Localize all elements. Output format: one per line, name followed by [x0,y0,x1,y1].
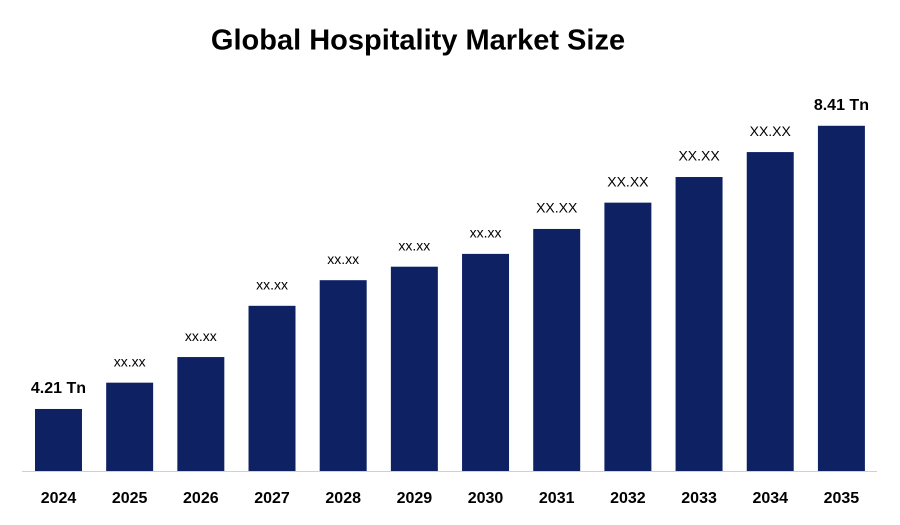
x-tick-label: 2031 [539,490,575,507]
value-label: xx.xx [185,328,217,344]
value-label: xx.xx [114,353,146,369]
bar [533,228,581,471]
bar [817,125,865,472]
bar [106,382,154,471]
bar [34,408,82,471]
bar [675,177,723,471]
x-tick-label: 2024 [41,490,77,507]
chart-title: Global Hospitality Market Size [211,25,625,57]
x-tick-label: 2035 [824,490,860,507]
bar [604,202,652,471]
value-label: XX.XX [750,123,792,139]
value-label: XX.XX [536,200,578,216]
bar [462,253,510,471]
value-label: 8.41 Tn [814,97,869,114]
x-tick-label: 2027 [254,490,290,507]
value-label: xx.xx [398,237,430,253]
x-tick-label: 2028 [325,490,361,507]
bar [390,266,438,471]
value-label: XX.XX [607,173,649,189]
value-label: xx.xx [256,277,288,293]
bar [319,280,367,471]
value-label: xx.xx [327,251,359,267]
value-label: 4.21 Tn [31,380,86,397]
x-tick-label: 2026 [183,490,219,507]
x-tick-label: 2033 [681,490,717,507]
value-label: XX.XX [678,148,720,164]
value-label: xx.xx [470,225,502,241]
x-tick-label: 2025 [112,490,148,507]
x-tick-label: 2032 [610,490,646,507]
bar [746,152,794,471]
x-tick-label: 2034 [752,490,788,507]
x-tick-label: 2030 [468,490,504,507]
x-tick-label: 2029 [397,490,433,507]
bar [248,305,296,471]
bar [177,357,225,471]
